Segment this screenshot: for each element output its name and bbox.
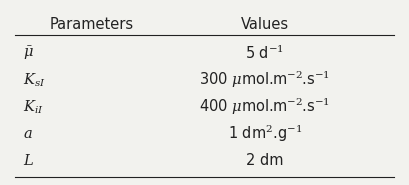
Text: 5 d$^{-1}$: 5 d$^{-1}$: [245, 44, 285, 62]
Text: $L$: $L$: [23, 153, 34, 168]
Text: $K_{sI}$: $K_{sI}$: [23, 71, 45, 89]
Text: 400 $\mu$mol.m$^{-2}$.s$^{-1}$: 400 $\mu$mol.m$^{-2}$.s$^{-1}$: [200, 97, 330, 117]
Text: $a$: $a$: [23, 126, 33, 141]
Text: 2 dm: 2 dm: [246, 153, 284, 168]
Text: 1 dm$^{2}$.g$^{-1}$: 1 dm$^{2}$.g$^{-1}$: [228, 124, 302, 144]
Text: 300 $\mu$mol.m$^{-2}$.s$^{-1}$: 300 $\mu$mol.m$^{-2}$.s$^{-1}$: [200, 70, 330, 90]
Text: $\bar{\mu}$: $\bar{\mu}$: [23, 44, 34, 62]
Text: Parameters: Parameters: [49, 17, 134, 32]
Text: $K_{iI}$: $K_{iI}$: [23, 98, 44, 116]
Text: Values: Values: [241, 17, 289, 32]
